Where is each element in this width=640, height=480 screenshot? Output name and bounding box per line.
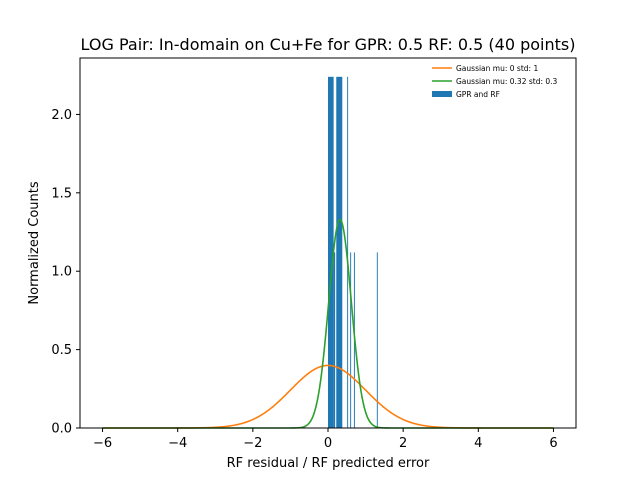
x-tick-label: −6 [93,436,112,451]
histogram-bar [328,76,334,428]
x-tick-label: −4 [168,436,187,451]
histogram-bar [336,76,343,428]
y-tick-label: 0.5 [51,343,72,358]
legend-label: Gaussian mu: 0 std: 1 [456,64,538,73]
x-tick-label: 4 [474,436,482,451]
y-axis: 0.0 0.5 1.0 1.5 2.0 [51,108,80,437]
histogram-bar [333,252,336,428]
x-tick-label: 6 [549,436,557,451]
y-tick-label: 0.0 [51,422,72,437]
legend-swatch [432,91,452,97]
histogram-bar [347,76,349,428]
x-axis: −6 −4 −2 0 2 4 6 [93,428,558,451]
x-tick-label: 2 [399,436,407,451]
x-tick-label: −2 [243,436,262,451]
y-axis-label: Normalized Counts [27,181,42,304]
chart-title: LOG Pair: In-domain on Cu+Fe for GPR: 0.… [81,35,576,54]
y-tick-label: 1.0 [51,265,72,280]
legend-label: Gaussian mu: 0.32 std: 0.3 [456,77,558,86]
x-axis-label: RF residual / RF predicted error [227,456,430,471]
y-tick-label: 2.0 [51,108,72,123]
legend-label: GPR and RF [456,90,500,99]
histogram-bar [376,252,378,428]
histogram-bar [350,252,352,428]
x-tick-label: 0 [324,436,332,451]
y-tick-label: 1.5 [51,186,72,201]
legend: Gaussian mu: 0 std: 1 Gaussian mu: 0.32 s… [432,64,558,99]
